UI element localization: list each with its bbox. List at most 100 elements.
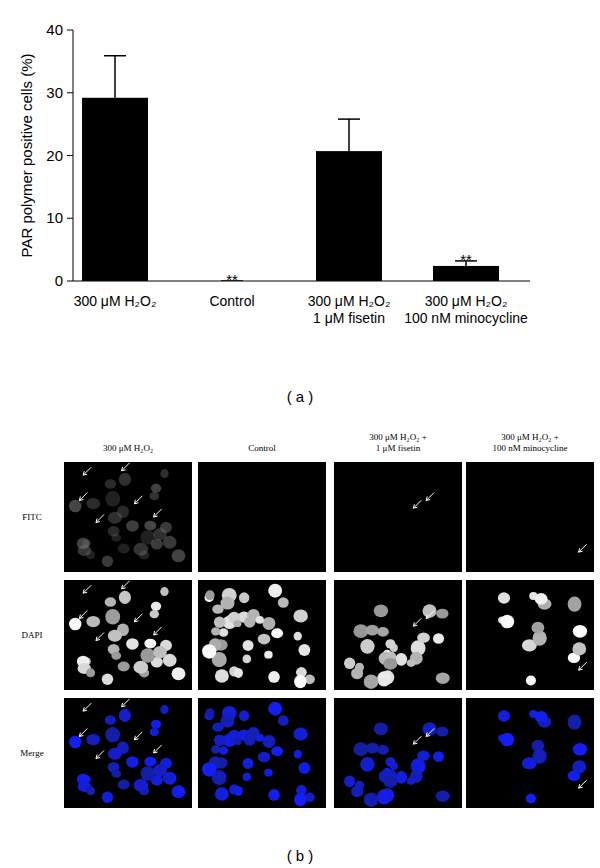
micrograph (334, 580, 462, 690)
cell (423, 604, 437, 617)
micrograph (64, 462, 192, 572)
cell (172, 549, 186, 562)
cell (531, 622, 544, 634)
arrow (413, 618, 421, 626)
y-tick-label: 20 (46, 147, 63, 164)
cell (344, 658, 355, 670)
cell (140, 766, 155, 781)
arrow (579, 544, 587, 552)
micrograph (334, 698, 462, 808)
micrograph-background (198, 462, 326, 572)
cell (294, 675, 306, 688)
panel-label: ( a ) (287, 388, 314, 405)
cell (385, 757, 395, 767)
cell (172, 785, 186, 798)
arrow (426, 729, 434, 737)
cell (572, 760, 586, 773)
figure: 010203040PAR polymer positive cells (%)3… (0, 0, 600, 868)
cell (278, 715, 289, 725)
cell (140, 530, 155, 545)
cell (144, 757, 156, 767)
cell (111, 770, 121, 778)
text-line: 100 nM minocycline (404, 310, 528, 326)
cell (383, 776, 397, 788)
cell (126, 520, 139, 531)
cell (531, 740, 544, 752)
cell (293, 609, 307, 622)
micrograph (64, 698, 192, 808)
cell (202, 762, 216, 777)
micrograph-background (466, 462, 594, 572)
y-tick (67, 92, 73, 93)
column-header: 300 μM H₂O₂ +100 nM minocycline (493, 432, 568, 453)
cell (233, 738, 241, 745)
cell (108, 748, 122, 760)
micrograph (466, 580, 594, 690)
cell (86, 550, 95, 559)
cell (258, 634, 271, 645)
cell (377, 745, 389, 755)
cell (119, 591, 131, 604)
y-tick (67, 281, 73, 282)
cell (172, 667, 186, 680)
arrow (79, 611, 87, 619)
cell (344, 776, 355, 788)
cell (102, 674, 113, 685)
y-axis-label: PAR polymer positive cells (%) (18, 54, 35, 258)
text-line: 300 μM H₂O₂ (425, 293, 508, 309)
cell (140, 648, 155, 663)
cell (205, 590, 214, 600)
cell (243, 758, 254, 769)
panel-label: ( b ) (287, 847, 314, 864)
cell (153, 528, 167, 540)
arrow (96, 515, 104, 523)
cell (383, 658, 397, 670)
cell (214, 616, 226, 627)
cell (294, 793, 306, 806)
cell (256, 616, 264, 624)
cell (573, 743, 587, 756)
cell (105, 609, 120, 624)
cell (86, 786, 95, 795)
cell (526, 794, 536, 804)
cell (153, 646, 167, 658)
cell (535, 593, 548, 605)
arrow (154, 627, 162, 635)
error-cap (338, 118, 360, 120)
cell (360, 639, 374, 654)
cell (293, 727, 307, 740)
cell (298, 644, 310, 656)
micrograph (466, 462, 594, 572)
cell (433, 633, 444, 644)
cell (151, 484, 161, 493)
arrow (79, 493, 87, 501)
plot-marks (82, 56, 499, 281)
significance-label: ** (460, 251, 472, 268)
x-tick-label: 300 μM H₂O₂ (74, 293, 157, 309)
cell (360, 757, 374, 772)
text-line: Control (209, 293, 254, 309)
cell (151, 602, 161, 611)
micrograph (198, 698, 326, 808)
cell (211, 627, 220, 635)
cell (407, 659, 416, 667)
cell (268, 584, 282, 598)
arrow (79, 729, 87, 737)
bar (82, 98, 148, 281)
cell (271, 628, 283, 638)
micrograph-background (334, 462, 462, 572)
cell (568, 715, 582, 730)
cell (160, 469, 168, 478)
row-label: DAPI (21, 630, 42, 640)
cell (298, 762, 310, 774)
cell (433, 751, 444, 762)
cell (351, 786, 363, 797)
cell (150, 610, 159, 618)
cell (219, 628, 229, 636)
cell (133, 661, 148, 674)
cell (151, 720, 161, 729)
arrow (96, 633, 104, 641)
cell (205, 708, 214, 718)
cell (234, 668, 243, 678)
cell (153, 764, 167, 776)
